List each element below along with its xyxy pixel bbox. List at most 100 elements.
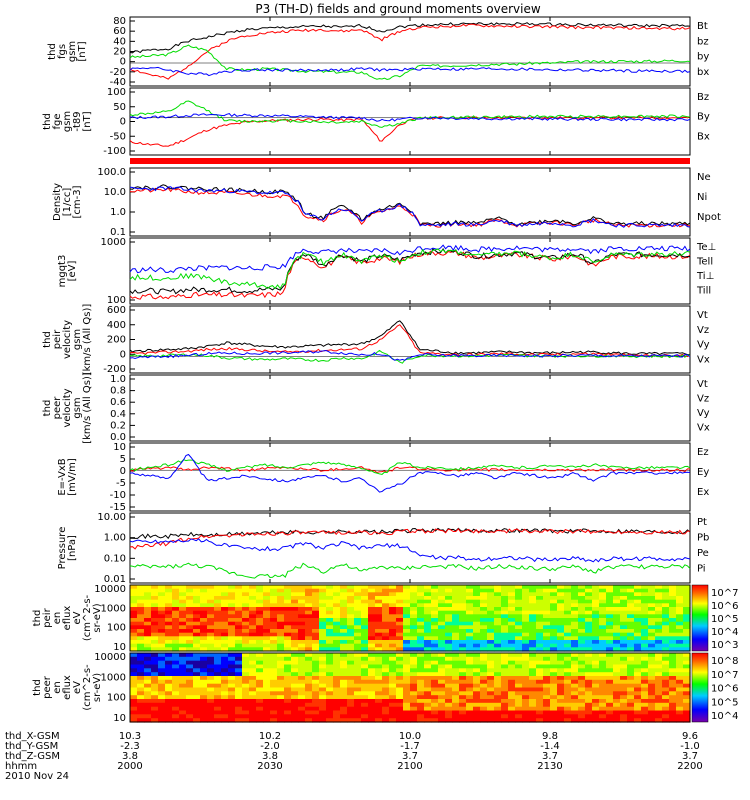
spectrogram-cell [669,656,677,662]
spectrogram-cell [648,664,656,669]
spectrogram-cell [284,683,292,689]
spectrogram-cell [487,714,495,719]
spectrogram-cell [480,592,488,597]
spectrogram-cell [319,714,327,719]
spectrogram-cell [207,629,215,634]
spectrogram-cell [151,585,159,590]
spectrogram-cell [382,603,390,608]
spectrogram-cell [179,640,187,645]
spectrogram-cell [382,687,390,692]
spectrogram-cell [655,640,663,645]
spectrogram-cell [263,653,271,658]
spectrogram-cell [550,660,558,666]
legend-entry: bz [697,36,709,47]
spectrogram-cell [529,656,537,662]
spectrogram-cell [445,679,453,685]
spectrogram-cell [333,710,341,715]
spectrogram-cell [333,636,341,641]
spectrogram-cell [515,640,523,645]
spectrogram-cell [207,660,215,666]
spectrogram-cell [473,599,481,604]
spectrogram-cell [473,632,481,637]
spectrogram-cell [277,656,285,662]
spectrogram-cell [494,699,502,704]
spectrogram-cell [165,656,173,662]
spectrogram-cell [368,588,376,593]
spectrogram-cell [389,656,397,662]
spectrogram-cell [200,629,208,634]
spectrogram-cell [347,643,355,648]
spectrogram-cell [305,643,313,648]
spectrogram-cell [333,683,341,689]
spectrogram-cell [186,603,194,608]
spectrogram-cell [592,599,600,604]
orbit-tick-value: 10.3 [119,731,141,742]
spectrogram-cell [277,596,285,601]
spectrogram-cell [130,660,138,666]
spectrogram-cell [424,625,432,630]
spectrogram-cell [354,679,362,685]
spectrogram-cell [403,656,411,662]
spectrogram-cell [130,672,138,677]
spectrogram-cell [410,596,418,601]
spectrogram-cell [186,592,194,597]
spectrogram-cell [235,632,243,637]
spectrogram-cell [529,632,537,637]
spectrogram-cell [578,585,586,590]
spectrogram-cell [340,592,348,597]
spectrogram-cell [585,653,593,658]
legend-entry: By [697,112,710,123]
spectrogram-cell [445,640,453,645]
spectrogram-cell [662,640,670,645]
spectrogram-cell [627,625,635,630]
spectrogram-cell [130,596,138,601]
spectrogram-cell [284,614,292,619]
spectrogram-cell [319,653,327,658]
spectrogram-cell [620,710,628,715]
spectrogram-cell [298,625,306,630]
spectrogram-cell [627,702,635,708]
spectrogram-cell [396,687,404,692]
spectrogram-cell [396,629,404,634]
spectrogram-cell [466,718,474,723]
spectrogram-cell [676,679,684,685]
spectrogram-cell [214,710,222,715]
spectrogram-cell [529,679,537,685]
spectrogram-cell [375,702,383,708]
spectrogram-cell [137,664,145,669]
spectrogram-cell [228,632,236,637]
spectrogram-cell [375,706,383,712]
spectrogram-cell [249,676,257,681]
spectrogram-cell [333,585,341,590]
spectrogram-cell [487,621,495,626]
spectrogram-cell [200,599,208,604]
spectrogram-cell [193,664,201,669]
spectrogram-cell [627,643,635,648]
spectrogram-cell [361,647,369,652]
spectrogram-cell [263,710,271,715]
spectrogram-cell [473,647,481,652]
spectrogram-cell [144,687,152,692]
y-axis-label: [nT] [77,41,88,61]
spectrogram-cell [186,614,194,619]
spectrogram-cell [298,588,306,593]
spectrogram-cell [592,672,600,677]
spectrogram-cell [480,699,488,704]
spectrogram-cell [172,610,180,615]
spectrogram-cell [480,607,488,612]
spectrogram-cell [361,714,369,719]
spectrogram-cell [361,610,369,615]
spectrogram-cell [186,599,194,604]
spectrogram-cell [284,668,292,673]
spectrogram-cell [431,603,439,608]
spectrogram-cell [480,653,488,658]
spectrogram-cell [186,718,194,723]
spectrogram-cell [564,695,572,700]
spectrogram-cell [263,629,271,634]
spectrogram-cell [403,618,411,623]
spectrogram-cell [256,679,264,685]
spectrogram-cell [571,596,579,601]
spectrogram-cell [193,621,201,626]
spectrogram-cell [571,607,579,612]
spectrogram-cell [459,643,467,648]
